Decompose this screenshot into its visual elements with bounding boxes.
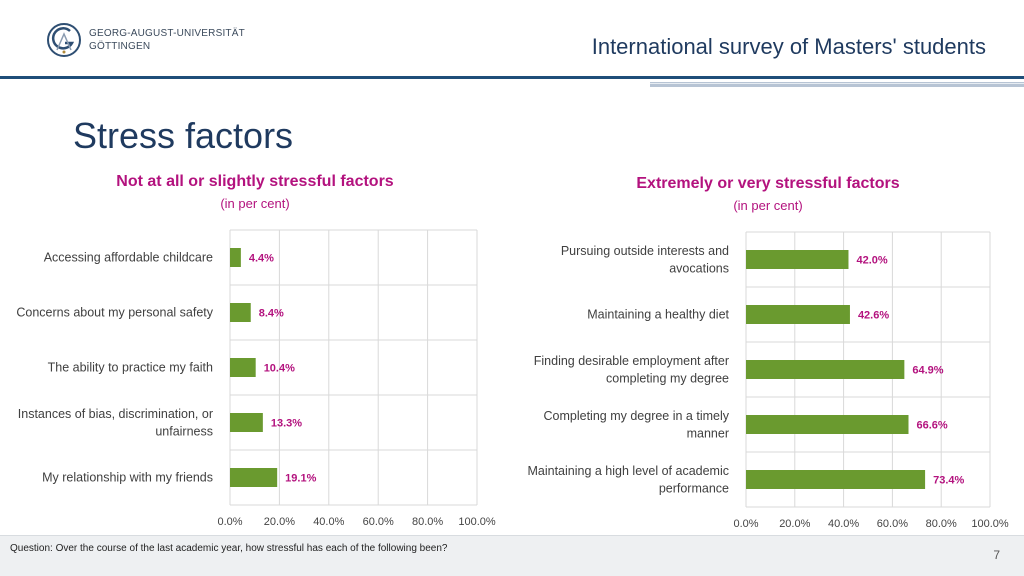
right-x-tick-label: 40.0% (828, 518, 859, 530)
right-data-label: 42.6% (858, 310, 889, 322)
university-name-line2: GÖTTINGEN (89, 41, 151, 52)
right-chart-subtitle: (in per cent) (733, 198, 803, 213)
left-category-label: Accessing affordable childcare (44, 251, 213, 265)
left-data-label: 19.1% (285, 473, 316, 485)
right-x-tick-label: 0.0% (733, 518, 758, 530)
left-chart-subtitle: (in per cent) (220, 196, 290, 211)
footer-bar (0, 535, 1024, 576)
survey-title: International survey of Masters' student… (591, 34, 986, 59)
left-x-tick-label: 20.0% (264, 516, 295, 528)
right-x-tick-label: 20.0% (779, 518, 810, 530)
header-accent-bar (650, 82, 1024, 87)
right-data-label: 73.4% (933, 475, 964, 487)
right-x-tick-label: 100.0% (971, 518, 1009, 530)
page-number: 7 (993, 548, 1000, 562)
right-bar (746, 415, 909, 434)
right-data-label: 64.9% (912, 365, 943, 377)
left-bar (230, 413, 263, 432)
left-category-label: Instances of bias, discrimination, or unf… (18, 407, 213, 439)
page-title: Stress factors (73, 115, 294, 156)
left-data-label: 10.4% (264, 363, 295, 375)
university-logo: GEORG-AUGUST-UNIVERSITÄT GÖTTINGEN (46, 22, 246, 62)
right-category-label: Pursuing outside interests and avocations (561, 244, 729, 276)
left-bar (230, 468, 278, 487)
left-x-tick-label: 80.0% (412, 516, 443, 528)
university-seal-icon (47, 23, 81, 57)
right-data-label: 42.0% (856, 255, 887, 267)
university-name-line1: GEORG-AUGUST-UNIVERSITÄT (89, 28, 245, 39)
left-bar (230, 248, 241, 267)
right-chart-title: Extremely or very stressful factors (636, 175, 900, 192)
right-category-label: Finding desirable employment after comple… (534, 354, 729, 386)
right-bar (746, 250, 849, 269)
header-divider (0, 76, 1024, 79)
left-data-label: 4.4% (249, 253, 274, 265)
left-data-label: 8.4% (259, 308, 284, 320)
left-bar (230, 358, 256, 377)
right-x-tick-label: 60.0% (877, 518, 908, 530)
footer-question: Question: Over the course of the last ac… (10, 543, 448, 554)
left-x-tick-label: 100.0% (458, 516, 496, 528)
right-bar (746, 470, 926, 489)
left-x-tick-label: 60.0% (363, 516, 394, 528)
right-bar (746, 360, 905, 379)
right-category-label: Maintaining a high level of academic perf… (527, 464, 729, 496)
left-category-label: Concerns about my personal safety (16, 306, 213, 320)
left-category-label: My relationship with my friends (42, 471, 213, 485)
right-data-label: 66.6% (917, 420, 948, 432)
left-bar (230, 303, 251, 322)
left-chart-title: Not at all or slightly stressful factors (116, 173, 394, 190)
right-x-tick-label: 80.0% (926, 518, 957, 530)
right-bar (746, 305, 850, 324)
left-data-label: 13.3% (271, 418, 302, 430)
left-x-tick-label: 40.0% (313, 516, 344, 528)
left-category-label: The ability to practice my faith (48, 361, 213, 375)
right-category-label: Maintaining a healthy diet (587, 308, 729, 322)
left-x-tick-label: 0.0% (217, 516, 242, 528)
right-category-label: Completing my degree in a timely manner (544, 409, 730, 441)
header-accent-highlight (650, 83, 1024, 84)
